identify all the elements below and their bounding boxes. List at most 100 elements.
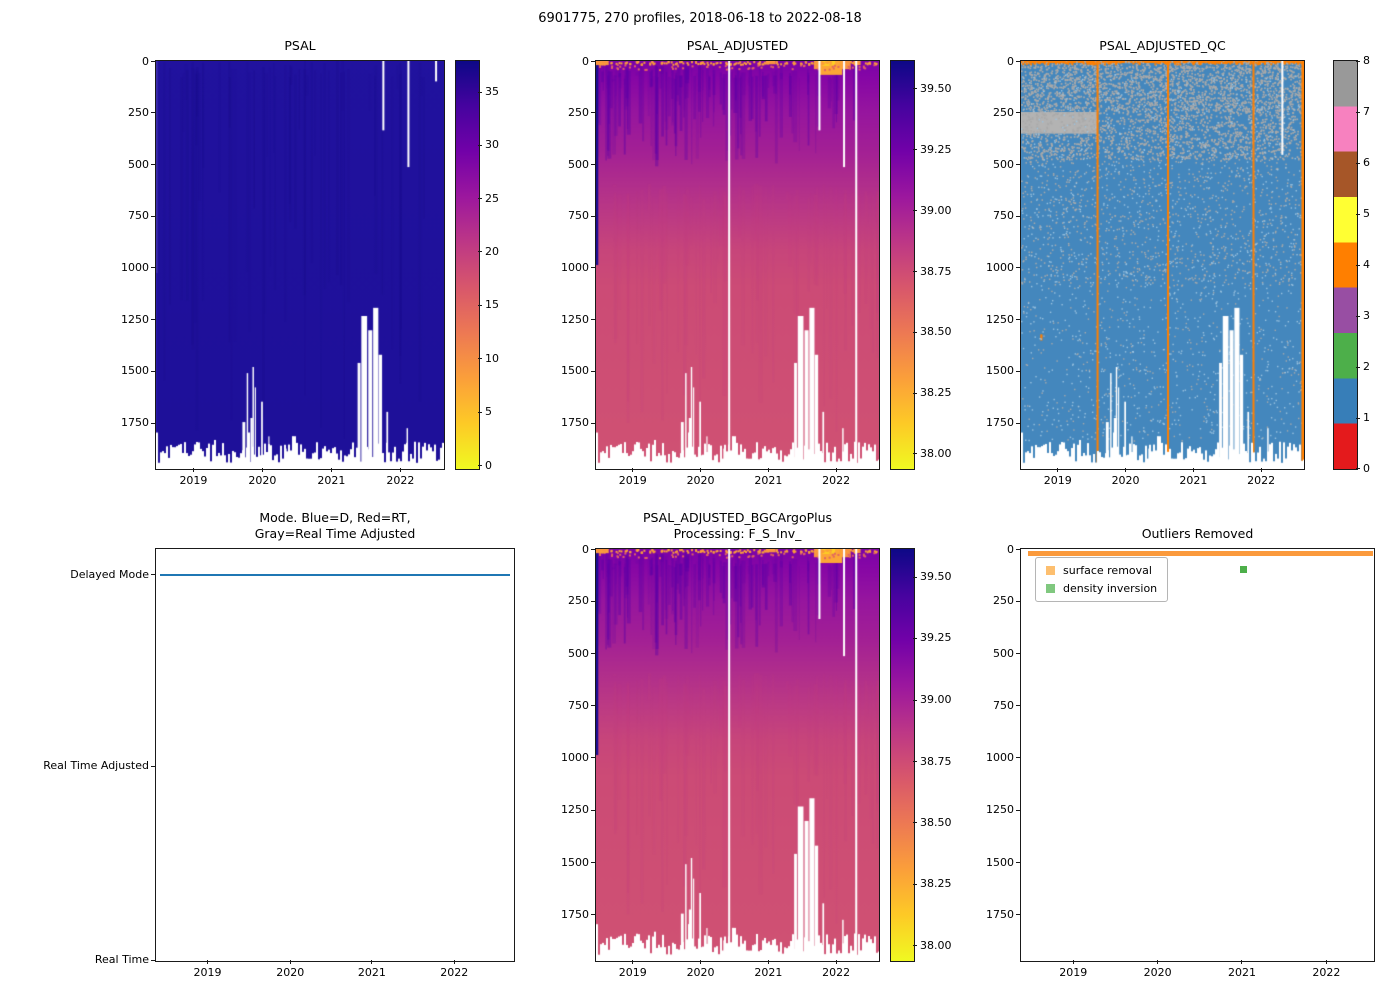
axes-psal-adjusted-bgc: PSAL_ADJUSTED_BGCArgoPlus Processing: F_… <box>561 510 880 979</box>
y-tick-label: Real Time Adjusted <box>43 759 149 773</box>
y-tick-label: 0 <box>1007 54 1014 68</box>
y-tick-mark <box>591 267 595 269</box>
psal-adjusted-qc-title: PSAL_ADJUSTED_QC <box>1099 38 1226 53</box>
y-tick-label: 250 <box>568 594 589 608</box>
cbar-tick-label: 35 <box>485 85 499 98</box>
y-tick-mark <box>1016 267 1020 269</box>
cbar-tick-label: 38.75 <box>920 264 952 278</box>
y-tick-label: 500 <box>568 646 589 660</box>
y-tick-mark <box>151 370 155 372</box>
y-tick-mark <box>1016 549 1020 551</box>
cbar-tick-mark <box>478 144 482 146</box>
cbar-tick-mark <box>913 88 917 90</box>
cbar-tick-mark <box>478 91 482 93</box>
cbar-tick-mark <box>478 198 482 200</box>
cbar-tick-label: 10 <box>485 351 499 365</box>
cbar-tick-label: 5 <box>485 405 492 419</box>
y-tick-mark <box>591 61 595 63</box>
cbar-tick-label: 38.50 <box>920 325 952 339</box>
y-tick-label: 1000 <box>986 750 1014 764</box>
cbar-tick-label: 7 <box>1363 105 1370 118</box>
y-tick-mark <box>1016 422 1020 424</box>
psal-heatmap-canvas <box>156 61 444 469</box>
y-tick-label: 750 <box>568 209 589 223</box>
y-tick-mark <box>151 422 155 424</box>
y-tick-label: 750 <box>993 209 1014 223</box>
cbar-tick-label: 39.00 <box>920 203 952 217</box>
colorbar-qc: 8 7 6 5 4 3 2 1 0 <box>1333 54 1370 475</box>
x-tick-mark <box>632 960 634 964</box>
y-tick-mark <box>151 959 155 961</box>
x-tick-label: 2019 <box>179 474 208 487</box>
cbar-tick-label: 8 <box>1363 54 1370 67</box>
cbar-tick-mark <box>478 411 482 413</box>
y-tick-mark <box>1016 862 1020 864</box>
x-tick-label: 2021 <box>357 966 386 979</box>
y-tick-label: 1000 <box>561 750 589 764</box>
cbar-tick-label: 38.25 <box>920 877 952 891</box>
y-tick-label: 1000 <box>561 260 589 274</box>
cbar-tick-mark <box>1356 417 1360 419</box>
density-inversion-swatch <box>1046 584 1055 593</box>
y-tick-label: 250 <box>993 105 1014 119</box>
outliers-legend: surface removal density inversion <box>1035 557 1169 602</box>
cbar-tick-label: 30 <box>485 138 499 152</box>
cbar-tick-label: 20 <box>485 244 499 258</box>
y-tick-mark <box>1016 164 1020 166</box>
y-tick-label: 1500 <box>986 855 1014 869</box>
cbar-tick-mark <box>1356 162 1360 164</box>
figure-title: 6901775, 270 profiles, 2018-06-18 to 202… <box>538 11 862 26</box>
mode-title-line1: Mode. Blue=D, Red=RT, <box>259 510 411 525</box>
y-tick-mark <box>591 215 595 217</box>
y-tick-label: 1250 <box>986 803 1014 817</box>
x-tick-label: 2021 <box>317 474 346 487</box>
y-tick-label: 500 <box>128 157 149 171</box>
x-tick-label: 2019 <box>1043 474 1072 487</box>
y-tick-mark <box>1016 653 1020 655</box>
y-tick-label: 750 <box>993 698 1014 712</box>
x-tick-label: 2021 <box>754 966 783 979</box>
cbar-tick-mark <box>478 465 482 467</box>
mode-title: Mode. Blue=D, Red=RT, Gray=Real Time Adj… <box>96 510 574 542</box>
cbar-tick-mark <box>478 358 482 360</box>
cbar-tick-mark <box>913 392 917 394</box>
x-tick-label: 2020 <box>1111 474 1140 487</box>
y-tick-label: Real Time <box>94 953 149 967</box>
x-tick-mark <box>261 468 263 472</box>
mode-title-line2: Gray=Real Time Adjusted <box>254 526 416 541</box>
x-tick-mark <box>1072 960 1074 964</box>
x-tick-mark <box>835 468 837 472</box>
x-tick-mark <box>399 468 401 472</box>
cbar-tick-mark <box>1356 366 1360 368</box>
cbar-tick-mark <box>913 883 917 885</box>
bgc-title-line2: Processing: F_S_Inv_ <box>673 526 802 541</box>
x-tick-label: 2022 <box>386 474 415 487</box>
y-tick-label: 1750 <box>986 416 1014 430</box>
cbar-tick-label: 5 <box>1363 207 1370 220</box>
y-tick-label: 250 <box>128 105 149 119</box>
x-tick-mark <box>1260 468 1262 472</box>
y-tick-mark <box>1016 705 1020 707</box>
psal-title: PSAL <box>284 38 316 53</box>
y-tick-mark <box>1016 757 1020 759</box>
y-tick-mark <box>591 862 595 864</box>
y-tick-label: 1750 <box>986 907 1014 921</box>
cbar-tick-label: 38.00 <box>920 446 952 460</box>
y-tick-label: 1500 <box>121 364 149 378</box>
colorbar-psal-adjusted: 39.50 39.25 39.00 38.75 38.50 38.25 38.00 <box>890 60 952 470</box>
x-tick-label: 2019 <box>193 966 222 979</box>
y-tick-mark <box>591 549 595 551</box>
cbar-tick-label: 38.25 <box>920 386 952 400</box>
y-tick-mark <box>151 319 155 321</box>
psal-adjusted-title: PSAL_ADJUSTED <box>686 38 789 53</box>
series-surface-removal <box>1028 551 1374 557</box>
y-tick-mark <box>151 765 155 767</box>
x-tick-mark <box>767 960 769 964</box>
y-tick-mark <box>1016 809 1020 811</box>
surface-removal-swatch <box>1046 566 1055 575</box>
axes-mode: Mode. Blue=D, Red=RT, Gray=Real Time Adj… <box>43 510 515 979</box>
cbar-tick-mark <box>1356 61 1360 63</box>
y-tick-mark <box>591 370 595 372</box>
x-tick-mark <box>1057 468 1059 472</box>
legend-item-surface-removal: surface removal <box>1046 564 1157 577</box>
